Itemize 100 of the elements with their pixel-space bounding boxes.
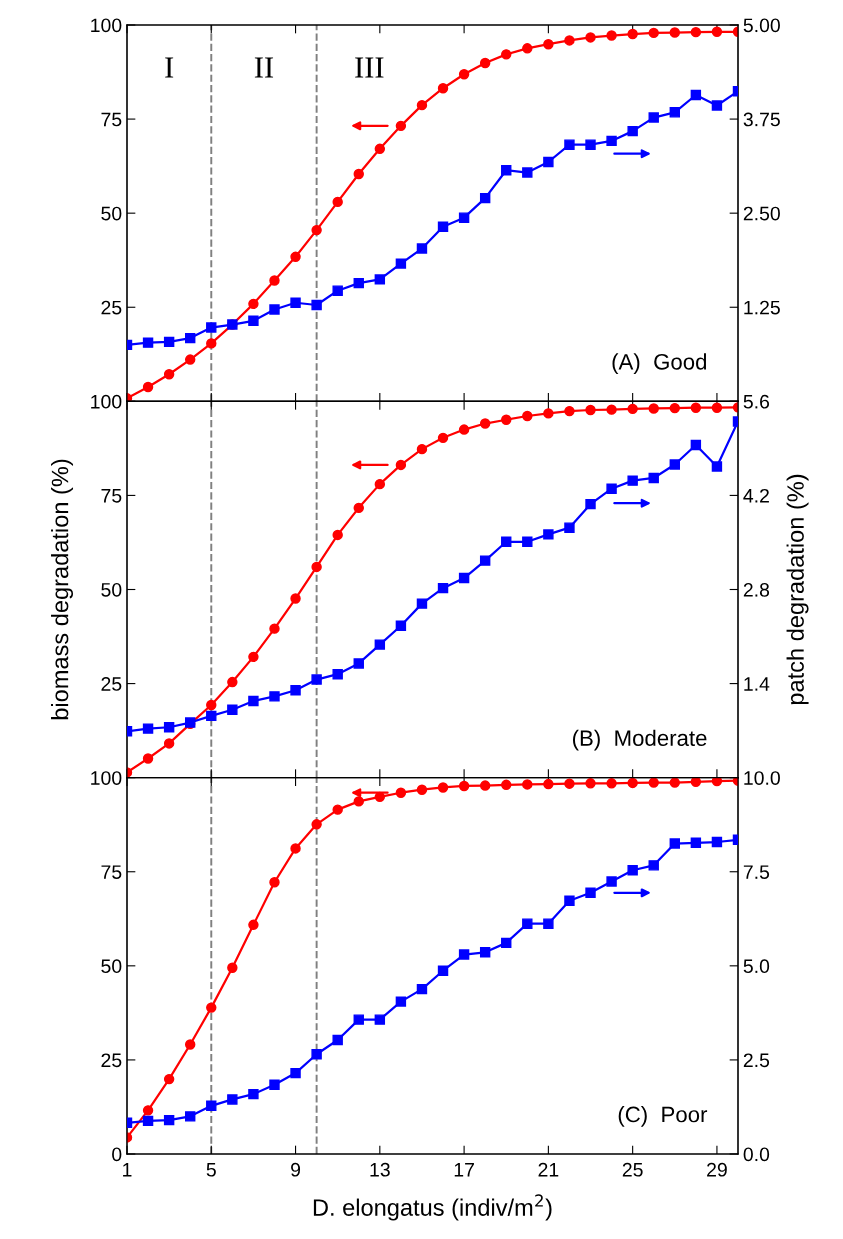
point	[290, 297, 301, 308]
y-tick-label: 100	[91, 18, 122, 33]
point	[416, 983, 428, 995]
x-axis-title: D. elongatus (indiv/m$^{2}$)	[313, 1194, 552, 1221]
point	[163, 738, 175, 749]
point	[501, 49, 512, 60]
point	[585, 887, 596, 899]
point	[290, 251, 301, 263]
point	[311, 299, 322, 311]
point	[395, 620, 407, 631]
point	[311, 1049, 322, 1060]
point	[353, 277, 364, 289]
point	[627, 865, 638, 876]
point	[479, 780, 491, 791]
y2-tick-label: 2.50	[743, 206, 780, 221]
point	[374, 274, 386, 285]
y2-tick-label: 5.6	[743, 394, 770, 409]
point	[606, 135, 617, 147]
point	[416, 443, 428, 455]
point	[163, 1073, 175, 1085]
point	[711, 836, 723, 848]
x-tick-label: 1	[123, 1163, 132, 1177]
point	[564, 522, 575, 533]
point	[353, 502, 364, 514]
point	[458, 949, 470, 960]
annotation: III	[355, 57, 384, 78]
point	[479, 57, 491, 69]
point	[248, 695, 259, 707]
point	[395, 787, 407, 798]
point	[184, 332, 196, 344]
point	[564, 778, 575, 789]
point	[142, 337, 154, 348]
point	[184, 1039, 196, 1050]
point	[142, 381, 154, 393]
point	[627, 125, 638, 137]
point	[163, 1114, 175, 1126]
annotation: I	[165, 57, 174, 78]
point	[543, 408, 554, 419]
point	[290, 593, 301, 604]
point	[395, 459, 407, 471]
point	[353, 796, 364, 807]
point	[543, 529, 554, 540]
point	[227, 962, 238, 973]
point	[395, 996, 407, 1007]
point	[269, 877, 280, 888]
y-tick-label: 0	[112, 1147, 122, 1162]
point	[711, 461, 723, 472]
point	[690, 89, 702, 101]
y2-tick-label: 2.5	[743, 1053, 770, 1068]
point	[564, 35, 575, 46]
point	[522, 918, 533, 929]
point	[142, 723, 154, 734]
annotation: (C) Poor	[618, 1106, 708, 1127]
point	[479, 192, 491, 204]
point	[648, 860, 659, 871]
point	[269, 1079, 280, 1090]
point	[711, 777, 723, 787]
point	[690, 26, 702, 38]
y2-axis-title: patch degradation (%)	[786, 474, 809, 705]
point	[248, 298, 259, 310]
point	[564, 895, 575, 906]
point	[458, 212, 470, 223]
point	[332, 1034, 343, 1046]
point	[395, 258, 407, 269]
point	[648, 27, 659, 39]
point	[248, 651, 259, 663]
point	[437, 782, 449, 793]
point	[522, 410, 533, 422]
point	[479, 555, 491, 566]
y-tick-label: 50	[101, 206, 122, 221]
y2-tick-label: 1.4	[744, 677, 770, 691]
point	[522, 43, 533, 54]
point	[606, 483, 617, 494]
point	[585, 139, 596, 150]
point	[142, 1115, 154, 1127]
point	[311, 224, 322, 236]
point	[585, 498, 596, 510]
y2-tick-label: 4.2	[743, 488, 769, 503]
point	[353, 1014, 364, 1025]
annotation: (A) Good	[612, 353, 707, 375]
point	[501, 937, 512, 949]
point	[585, 404, 596, 416]
point	[606, 778, 617, 789]
y-tick-label: 25	[101, 300, 122, 315]
y-axis-title: biomass degradation (%)	[51, 459, 74, 720]
point	[184, 354, 196, 365]
y2-tick-label: 3.75	[743, 112, 780, 127]
point	[269, 623, 280, 634]
y2-tick-label: 10.0	[744, 771, 780, 785]
point	[501, 536, 512, 547]
point	[437, 221, 449, 232]
point	[269, 304, 280, 315]
point	[290, 843, 301, 854]
point	[374, 1014, 386, 1025]
y2-tick-label: 5.0	[743, 959, 770, 974]
y-tick-label: 75	[101, 112, 122, 127]
annotation: II	[254, 57, 274, 78]
point	[416, 243, 428, 254]
point	[669, 402, 681, 414]
point	[269, 691, 280, 702]
